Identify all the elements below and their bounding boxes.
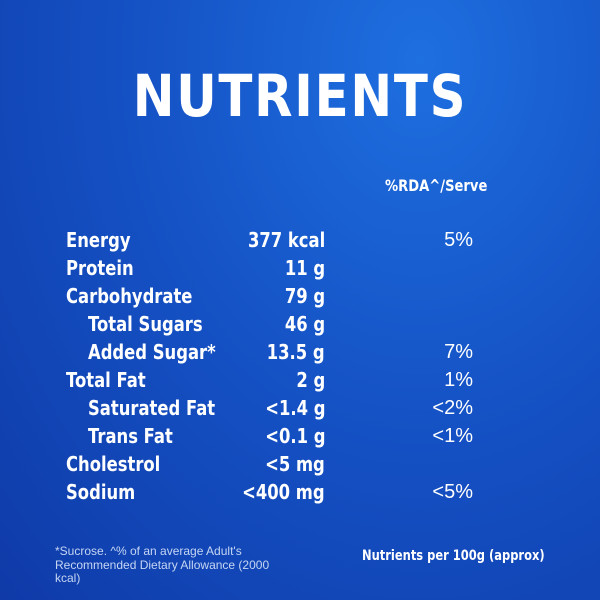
nutrient-rda: <5% <box>432 481 473 503</box>
nutrient-rda: <2% <box>432 397 473 419</box>
table-row-carbohydrate: Carbohydrate 79 g <box>0 282 600 310</box>
nutrient-name: Saturated Fat <box>88 396 216 420</box>
nutrient-amount: 79 g <box>284 284 325 308</box>
table-row-total-fat: Total Fat 2 g 1% <box>0 366 600 394</box>
nutrient-name: Energy <box>66 228 131 252</box>
nutrients-basis-note: Nutrients per 100g (approx) <box>362 548 545 564</box>
table-row-trans-fat: Trans Fat <0.1 g <1% <box>0 422 600 450</box>
table-row-sodium: Sodium <400 mg <5% <box>0 478 600 506</box>
nutrient-name: Sodium <box>66 480 136 504</box>
table-row-total-sugars: Total Sugars 46 g <box>0 310 600 338</box>
nutrient-amount: 46 g <box>284 312 325 336</box>
nutrient-name: Cholestrol <box>66 452 161 476</box>
nutrient-amount: 11 g <box>284 256 325 280</box>
table-row-saturated-fat: Saturated Fat <1.4 g <2% <box>0 394 600 422</box>
nutrient-rda: <1% <box>432 425 473 447</box>
nutrient-rda: 5% <box>444 229 473 251</box>
nutrient-amount: 13.5 g <box>267 340 325 364</box>
nutrient-name: Total Fat <box>66 368 146 392</box>
nutrient-amount: 2 g <box>296 368 325 392</box>
nutrient-name: Trans Fat <box>88 424 173 448</box>
table-row-protein: Protein 11 g <box>0 254 600 282</box>
table-row-cholestrol: Cholestrol <5 mg <box>0 450 600 478</box>
nutrient-amount: <400 mg <box>242 480 325 504</box>
nutrient-rda: 7% <box>444 341 473 363</box>
nutrient-amount: <1.4 g <box>264 396 325 420</box>
table-row-added-sugar: Added Sugar* 13.5 g 7% <box>0 338 600 366</box>
nutrient-name: Protein <box>66 256 134 280</box>
nutrient-rda: 1% <box>444 369 473 391</box>
nutrient-amount: <0.1 g <box>264 424 325 448</box>
nutrition-table: Energy 377 kcal 5% Protein 11 g Carbohyd… <box>0 226 600 506</box>
nutrient-name: Added Sugar* <box>88 340 216 364</box>
nutrient-name: Carbohydrate <box>66 284 193 308</box>
rda-column-header: %RDA^/Serve <box>385 176 488 195</box>
table-row-energy: Energy 377 kcal 5% <box>0 226 600 254</box>
footnote: *Sucrose. ^% of an average Adult's Recom… <box>55 544 270 585</box>
nutrient-amount: 377 kcal <box>247 228 325 252</box>
nutrient-name: Total Sugars <box>88 312 203 336</box>
page-title: NUTRIENTS <box>132 62 468 130</box>
nutrient-amount: <5 mg <box>265 452 325 476</box>
